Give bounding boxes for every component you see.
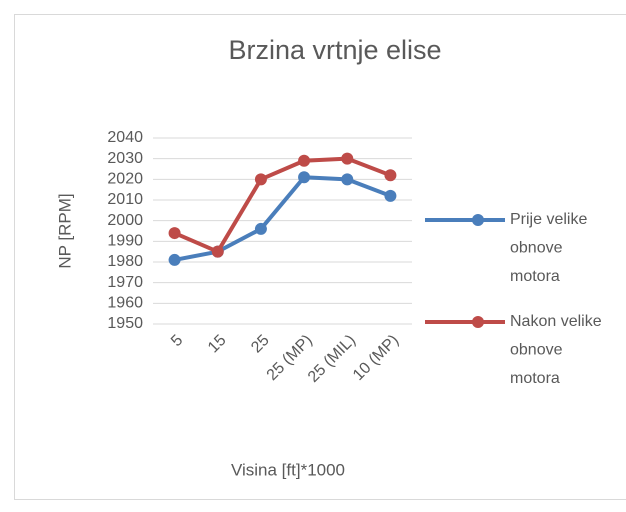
legend-line-text: motora xyxy=(510,268,560,285)
legend-line-text: Prije velike xyxy=(510,211,587,228)
data-point xyxy=(384,189,397,202)
legend-line-text: Nakon velike xyxy=(510,313,602,330)
y-tick-label: 1990 xyxy=(107,233,143,250)
legend-label: Nakon velike obnove motora xyxy=(510,313,602,387)
data-point xyxy=(384,169,397,182)
data-point xyxy=(211,245,224,258)
y-tick-label: 2000 xyxy=(107,212,143,229)
y-tick-label: 1950 xyxy=(107,315,143,332)
y-tick-label: 2020 xyxy=(107,171,143,188)
data-point xyxy=(298,154,311,167)
series-line xyxy=(173,156,392,254)
data-point xyxy=(254,222,267,235)
data-point xyxy=(168,227,181,240)
y-tick-label: 2030 xyxy=(107,150,143,167)
chart-title: Brzina vrtnje elise xyxy=(228,35,441,65)
y-tick-label: 2010 xyxy=(107,191,143,208)
chart-border xyxy=(14,14,626,500)
data-point xyxy=(168,253,181,266)
legend-marker xyxy=(472,214,484,226)
y-tick-label: 1980 xyxy=(107,253,143,270)
series-line xyxy=(174,175,392,262)
legend-marker xyxy=(472,316,484,328)
y-tick-label: 1970 xyxy=(107,274,143,291)
data-point xyxy=(341,173,354,186)
legend-line-text: obnove xyxy=(510,342,563,359)
data-point xyxy=(298,171,311,184)
data-point xyxy=(341,152,354,165)
y-tick-label: 1960 xyxy=(107,295,143,312)
y-tick-label: 2040 xyxy=(107,129,143,146)
x-axis-label: Visina [ft]*1000 xyxy=(231,460,345,479)
legend-line-text: motora xyxy=(510,370,560,387)
data-point xyxy=(254,173,267,186)
legend-label: Prije velike obnove motora xyxy=(510,211,587,285)
y-axis-label: NP [RPM] xyxy=(55,193,74,268)
legend-line-text: obnove xyxy=(510,240,563,257)
